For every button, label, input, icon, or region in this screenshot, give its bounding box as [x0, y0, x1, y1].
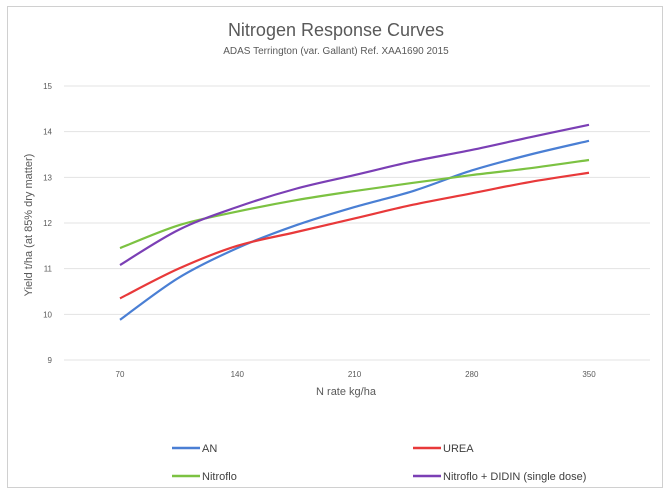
series-line-urea	[119, 171, 590, 300]
x-tick-label: 280	[465, 370, 479, 379]
y-tick-label: 10	[43, 310, 52, 319]
y-tick-label: 14	[43, 128, 52, 137]
x-tick-label: 70	[116, 370, 125, 379]
y-tick-label: 12	[43, 219, 52, 228]
y-tick-label: 15	[43, 82, 52, 91]
legend: AN UREA Nitroflo Nitroflo + DIDIN (single d…	[172, 443, 586, 483]
y-tick-label: 11	[44, 265, 53, 274]
y-axis-label: Yield t/ha (at 85% dry matter)	[23, 154, 35, 297]
legend-label: UREA	[443, 443, 474, 455]
chart-subtitle: ADAS Terrington (var. Gallant) Ref. XAA1…	[223, 46, 449, 57]
series-lines	[119, 123, 590, 321]
x-axis-label: N rate kg/ha	[316, 386, 377, 398]
series-line-an	[119, 139, 590, 321]
legend-label: Nitroflo + DIDIN (single dose)	[443, 471, 586, 483]
gridlines	[64, 85, 650, 361]
series-line-nitroflo-didin-single-dose	[119, 123, 590, 266]
x-tick-label: 210	[348, 370, 362, 379]
legend-label: AN	[202, 443, 217, 455]
y-tick-label: 13	[43, 173, 52, 182]
y-tick-labels: 9 10 11 12 13 14 15	[43, 82, 52, 365]
legend-label: Nitroflo	[202, 471, 237, 483]
x-tick-labels: 70 140 210 280 350	[116, 370, 597, 379]
x-tick-label: 140	[231, 370, 245, 379]
x-tick-label: 350	[582, 370, 596, 379]
chart-title: Nitrogen Response Curves	[228, 20, 444, 40]
y-tick-label: 9	[48, 356, 53, 365]
series-line-nitroflo	[119, 158, 590, 250]
